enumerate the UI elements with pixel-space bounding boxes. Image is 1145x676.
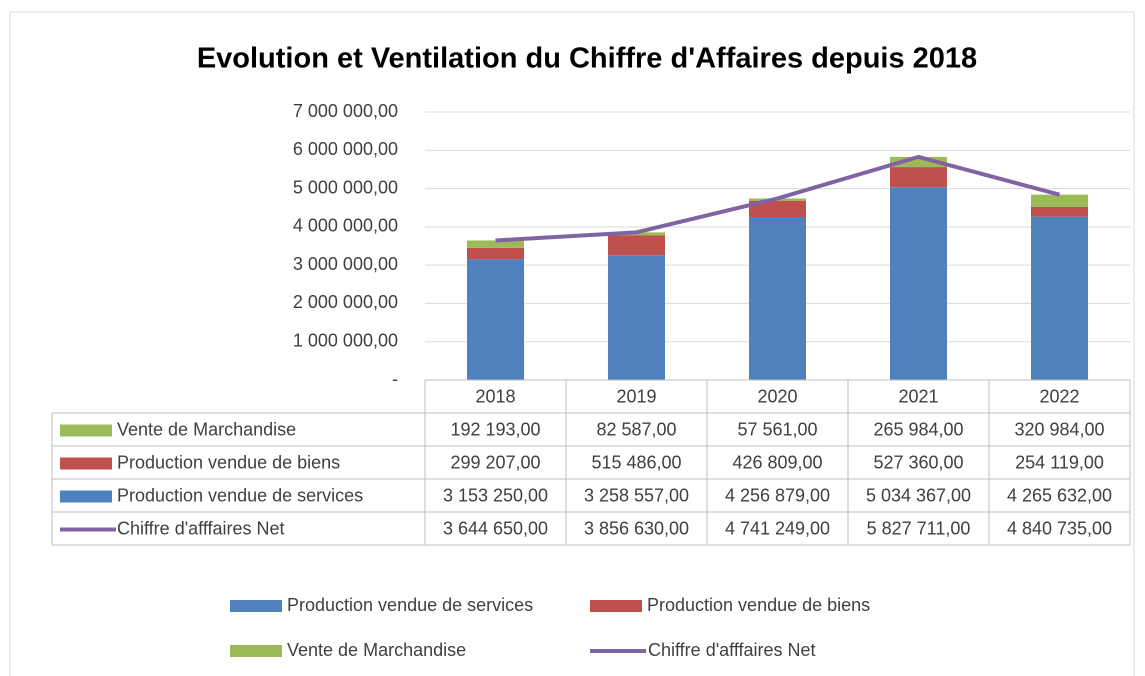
table-value: 515 486,00 [591, 452, 681, 472]
legend-label: Chiffre d'afffaires Net [648, 640, 816, 660]
legend-key [230, 600, 282, 612]
table-value: 527 360,00 [873, 452, 963, 472]
bar-segment [608, 235, 665, 256]
y-tick-label: 2 000 000,00 [293, 292, 398, 312]
bar-segment [1031, 194, 1088, 207]
bar-segment [1031, 206, 1088, 217]
table-value: 3 856 630,00 [584, 518, 689, 538]
bar-segment [890, 156, 947, 168]
table-value: 4 741 249,00 [725, 518, 830, 538]
y-tick-label: 4 000 000,00 [293, 216, 398, 236]
table-value: 426 809,00 [732, 452, 822, 472]
legend-key [590, 600, 642, 612]
table-value: 3 644 650,00 [443, 518, 548, 538]
table-value: 3 258 557,00 [584, 485, 689, 505]
table-legend-key [60, 424, 112, 437]
x-tick-label: 2018 [475, 386, 515, 406]
x-tick-label: 2022 [1039, 386, 1079, 406]
y-tick-label: 1 000 000,00 [293, 330, 398, 350]
bar-segment [749, 217, 806, 380]
table-value: 5 827 711,00 [867, 518, 971, 538]
table-legend-key [60, 457, 112, 470]
legend-label: Vente de Marchandise [287, 640, 466, 660]
bar-segment [608, 255, 665, 380]
table-row-label: Production vendue de biens [117, 452, 340, 472]
legend-label: Production vendue de services [287, 595, 533, 615]
bar-segment [749, 200, 806, 218]
y-tick-label: 5 000 000,00 [293, 177, 398, 197]
table-value: 265 984,00 [873, 419, 963, 439]
bar-segment [467, 259, 524, 380]
table-value: 57 561,00 [737, 419, 817, 439]
table-value: 4 256 879,00 [725, 485, 830, 505]
legend-key [230, 645, 282, 657]
table-value: 4 840 735,00 [1007, 518, 1112, 538]
line-series [495, 154, 1061, 243]
bar-segment [890, 187, 947, 380]
table-legend-key [60, 490, 112, 503]
table-value: 4 265 632,00 [1007, 485, 1112, 505]
table-value: 320 984,00 [1014, 419, 1104, 439]
bar-segment [467, 240, 524, 248]
table-value: 3 153 250,00 [443, 485, 548, 505]
table-value: 82 587,00 [596, 419, 676, 439]
y-tick-label: 3 000 000,00 [293, 254, 398, 274]
table-row-label: Chiffre d'afffaires Net [117, 518, 285, 538]
table-value: 299 207,00 [450, 452, 540, 472]
y-tick-label: 7 000 000,00 [293, 101, 398, 121]
table-value: 192 193,00 [450, 419, 540, 439]
table-row-label: Production vendue de services [117, 485, 363, 505]
chart-title: Evolution et Ventilation du Chiffre d'Af… [197, 43, 977, 75]
x-tick-label: 2020 [757, 386, 797, 406]
bar-segment [1031, 216, 1088, 380]
table-value: 5 034 367,00 [866, 485, 971, 505]
x-tick-label: 2019 [616, 386, 656, 406]
bar-segment [890, 167, 947, 188]
y-tick-label: 6 000 000,00 [293, 139, 398, 159]
bar-segment [467, 247, 524, 260]
x-tick-label: 2021 [898, 386, 938, 406]
table-row-label: Vente de Marchandise [117, 419, 296, 439]
table-value: 254 119,00 [1015, 452, 1104, 472]
legend-label: Production vendue de biens [647, 595, 870, 615]
y-tick-label: - [392, 369, 398, 389]
